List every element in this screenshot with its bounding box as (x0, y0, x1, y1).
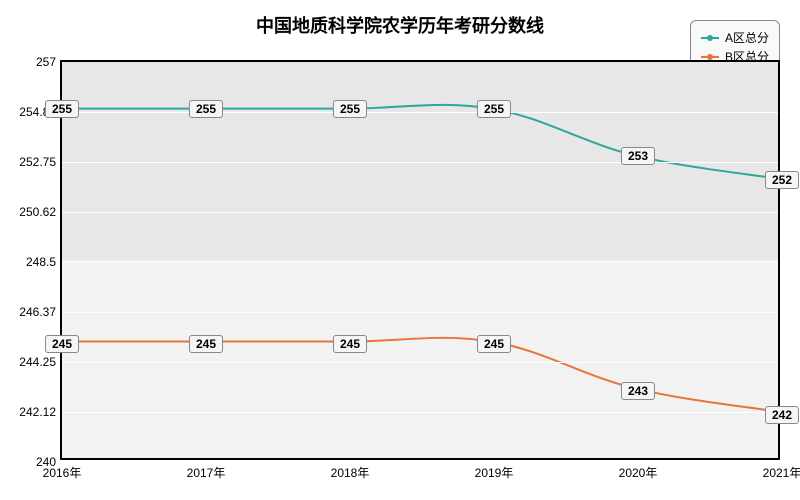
series-svg (62, 62, 778, 458)
y-axis-label: 248.5 (26, 255, 56, 269)
y-axis-label: 252.75 (19, 155, 56, 169)
data-label: 252 (765, 171, 799, 189)
x-axis-label: 2019年 (475, 464, 514, 481)
grid-line (62, 412, 778, 413)
y-axis-label: 246.37 (19, 305, 56, 319)
x-axis-label: 2020年 (619, 464, 658, 481)
chart-container: 中国地质科学院农学历年考研分数线 A区总分B区总分 240242.12244.2… (0, 0, 800, 500)
data-label: 253 (621, 147, 655, 165)
grid-line (62, 162, 778, 163)
data-label: 245 (477, 335, 511, 353)
legend-label: A区总分 (725, 29, 769, 46)
grid-line (62, 262, 778, 263)
y-axis-label: 257 (36, 55, 56, 69)
grid-line (62, 312, 778, 313)
data-label: 245 (45, 335, 79, 353)
x-axis-label: 2017年 (187, 464, 226, 481)
data-label: 245 (333, 335, 367, 353)
series-line (64, 338, 777, 412)
y-axis-label: 250.62 (19, 205, 56, 219)
chart-title: 中国地质科学院农学历年考研分数线 (256, 12, 544, 38)
x-axis-label: 2021年 (763, 464, 800, 481)
data-label: 255 (477, 100, 511, 118)
data-label: 255 (189, 100, 223, 118)
data-label: 255 (333, 100, 367, 118)
legend-item: A区总分 (701, 29, 769, 46)
data-label: 245 (189, 335, 223, 353)
y-axis-label: 242.12 (19, 405, 56, 419)
grid-line (62, 112, 778, 113)
data-label: 242 (765, 406, 799, 424)
plot-area: 240242.12244.25246.37248.5250.62252.7525… (60, 60, 780, 460)
series-line (64, 105, 777, 179)
grid-line (62, 212, 778, 213)
y-axis-label: 244.25 (19, 355, 56, 369)
data-label: 243 (621, 382, 655, 400)
x-axis-label: 2016年 (43, 464, 82, 481)
x-axis-label: 2018年 (331, 464, 370, 481)
grid-line (62, 362, 778, 363)
data-label: 255 (45, 100, 79, 118)
